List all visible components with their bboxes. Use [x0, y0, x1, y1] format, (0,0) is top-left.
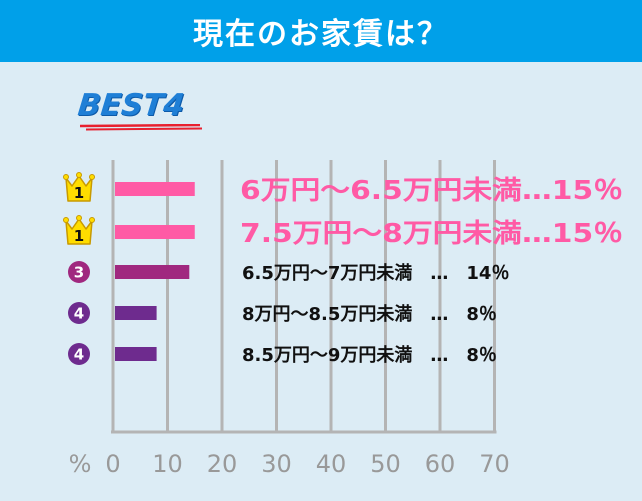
- crown-jewel-icon: [89, 174, 95, 180]
- bar-label: 6万円～6.5万円未満…15％: [240, 176, 623, 206]
- bar: [115, 265, 190, 279]
- bar-label: 8万円～8.5万円未満 … 8％: [242, 303, 497, 325]
- rank-circle-icon: [68, 343, 90, 365]
- header-bar: 現在のお家賃は？: [0, 0, 642, 62]
- x-axis-unit-label: %: [69, 450, 92, 478]
- bar: [115, 306, 157, 320]
- crown-jewel-icon: [76, 215, 82, 221]
- rank-number: 4: [74, 346, 84, 364]
- x-tick-label: 50: [370, 450, 401, 478]
- page-title: 現在のお家賃は？: [193, 17, 449, 52]
- crown-icon: [65, 175, 93, 202]
- bar: [115, 182, 195, 196]
- rank-number: 4: [74, 305, 84, 323]
- rank-circle-icon: [68, 261, 90, 283]
- bar: [115, 347, 157, 361]
- crown-jewel-icon: [89, 217, 95, 223]
- bar-label: 6.5万円～7万円未満 … 14％: [242, 262, 509, 284]
- crown-jewel-icon: [63, 217, 69, 223]
- bar-label: 7.5万円～8万円未満…15％: [240, 219, 623, 249]
- best-underline-decoration: [79, 124, 203, 131]
- x-tick-label: 30: [261, 450, 292, 478]
- crown-jewel-icon: [63, 174, 69, 180]
- rank-number: 1: [74, 227, 84, 245]
- bar-label: 8.5万円～9万円未満 … 8％: [242, 344, 497, 366]
- bar: [115, 225, 195, 239]
- rank-circle-icon: [68, 302, 90, 324]
- rank-number: 3: [74, 264, 84, 282]
- crown-icon: [65, 218, 93, 245]
- crown-jewel-icon: [76, 172, 82, 178]
- rank-number: 1: [74, 184, 84, 202]
- x-tick-label: 60: [425, 450, 456, 478]
- x-tick-label: 0: [105, 450, 120, 478]
- x-tick-label: 40: [316, 450, 347, 478]
- x-tick-label: 20: [207, 450, 238, 478]
- x-tick-label: 10: [152, 450, 183, 478]
- x-tick-label: 70: [479, 450, 510, 478]
